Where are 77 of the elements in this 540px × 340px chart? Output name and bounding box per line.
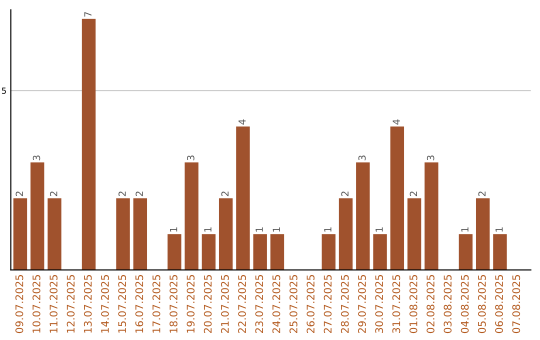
data-label: 2 [16, 192, 23, 196]
x-tick-label: 23.07.2025 [255, 275, 264, 334]
data-label: 1 [376, 227, 383, 232]
x-tick-label: 28.07.2025 [340, 275, 349, 334]
bar [373, 234, 387, 270]
x-tick-label: 10.07.2025 [32, 275, 40, 333]
x-tick-label: 03.08.2025 [444, 275, 452, 334]
x-tick-label: 19.07.2025 [186, 275, 195, 333]
bar [218, 198, 233, 270]
x-tick-label: 15.07.2025 [118, 275, 126, 333]
x-tick-label: 12.07.2025 [66, 275, 75, 333]
bar [116, 198, 130, 270]
data-label: 1 [256, 227, 263, 232]
bar [82, 18, 96, 270]
data-label: 1 [170, 227, 178, 232]
data-label: 3 [426, 156, 434, 160]
bar [48, 198, 62, 270]
x-tick-label: 22.07.2025 [238, 275, 246, 334]
bar [322, 234, 336, 270]
data-label: 1 [496, 227, 503, 232]
bar [458, 234, 473, 270]
x-tick-label: 04.08.2025 [460, 275, 469, 334]
x-tick-label: 29.07.2025 [358, 275, 366, 334]
x-tick-label: 09.07.2025 [15, 275, 24, 334]
x-tick-label: 30.07.2025 [375, 275, 384, 333]
x-tick-label: 16.07.2025 [135, 275, 144, 333]
bar [424, 162, 438, 270]
bar [236, 126, 250, 270]
data-label: 2 [221, 192, 229, 196]
bar [390, 126, 404, 270]
bar [13, 198, 28, 270]
x-tick-label: 07.08.2025 [512, 275, 520, 334]
bar [270, 234, 284, 270]
data-label: 1 [461, 227, 468, 232]
data-label: 2 [50, 192, 58, 196]
bar [184, 162, 198, 270]
x-tick-label: 18.07.2025 [170, 275, 178, 333]
data-label: 7 [84, 12, 92, 17]
x-tick-label: 20.07.2025 [204, 275, 212, 334]
bar [30, 162, 44, 270]
data-label: 2 [478, 192, 486, 196]
data-label: 1 [324, 227, 332, 232]
data-label: 3 [358, 156, 366, 160]
data-label: 2 [410, 192, 417, 196]
data-label: 3 [187, 156, 194, 160]
x-tick-label: 01.08.2025 [409, 275, 418, 334]
bar [338, 198, 353, 270]
data-label: 3 [32, 156, 40, 160]
x-tick-label: 11.07.2025 [50, 275, 58, 333]
data-label: 2 [118, 192, 126, 196]
y-tick-label: 5 [2, 88, 6, 94]
x-tick-label: 13.07.2025 [84, 275, 92, 333]
data-label: 4 [238, 119, 246, 125]
x-tick-label: 27.07.2025 [324, 275, 332, 334]
data-label: 1 [272, 227, 280, 232]
x-tick-label: 14.07.2025 [101, 275, 109, 333]
bar [168, 234, 182, 270]
data-label: 1 [204, 227, 212, 232]
x-tick-label: 26.07.2025 [306, 275, 315, 334]
x-tick-label: 17.07.2025 [152, 275, 160, 333]
data-label: 4 [392, 119, 400, 125]
data-label: 2 [341, 192, 348, 196]
x-tick-label: 06.08.2025 [495, 275, 503, 334]
x-tick-label: 25.07.2025 [290, 275, 298, 334]
x-tick-label: 24.07.2025 [272, 275, 280, 334]
data-label: 2 [136, 192, 143, 196]
bar [202, 234, 216, 270]
bar [407, 198, 422, 270]
bar [493, 234, 507, 270]
bar [133, 198, 148, 270]
x-tick-label: 31.07.2025 [392, 275, 400, 333]
bar [356, 162, 370, 270]
x-tick-label: 21.07.2025 [220, 275, 229, 334]
x-tick-label: 05.08.2025 [478, 275, 486, 334]
bar [253, 234, 267, 270]
x-tick-label: 02.08.2025 [426, 275, 434, 334]
bar [476, 198, 490, 270]
